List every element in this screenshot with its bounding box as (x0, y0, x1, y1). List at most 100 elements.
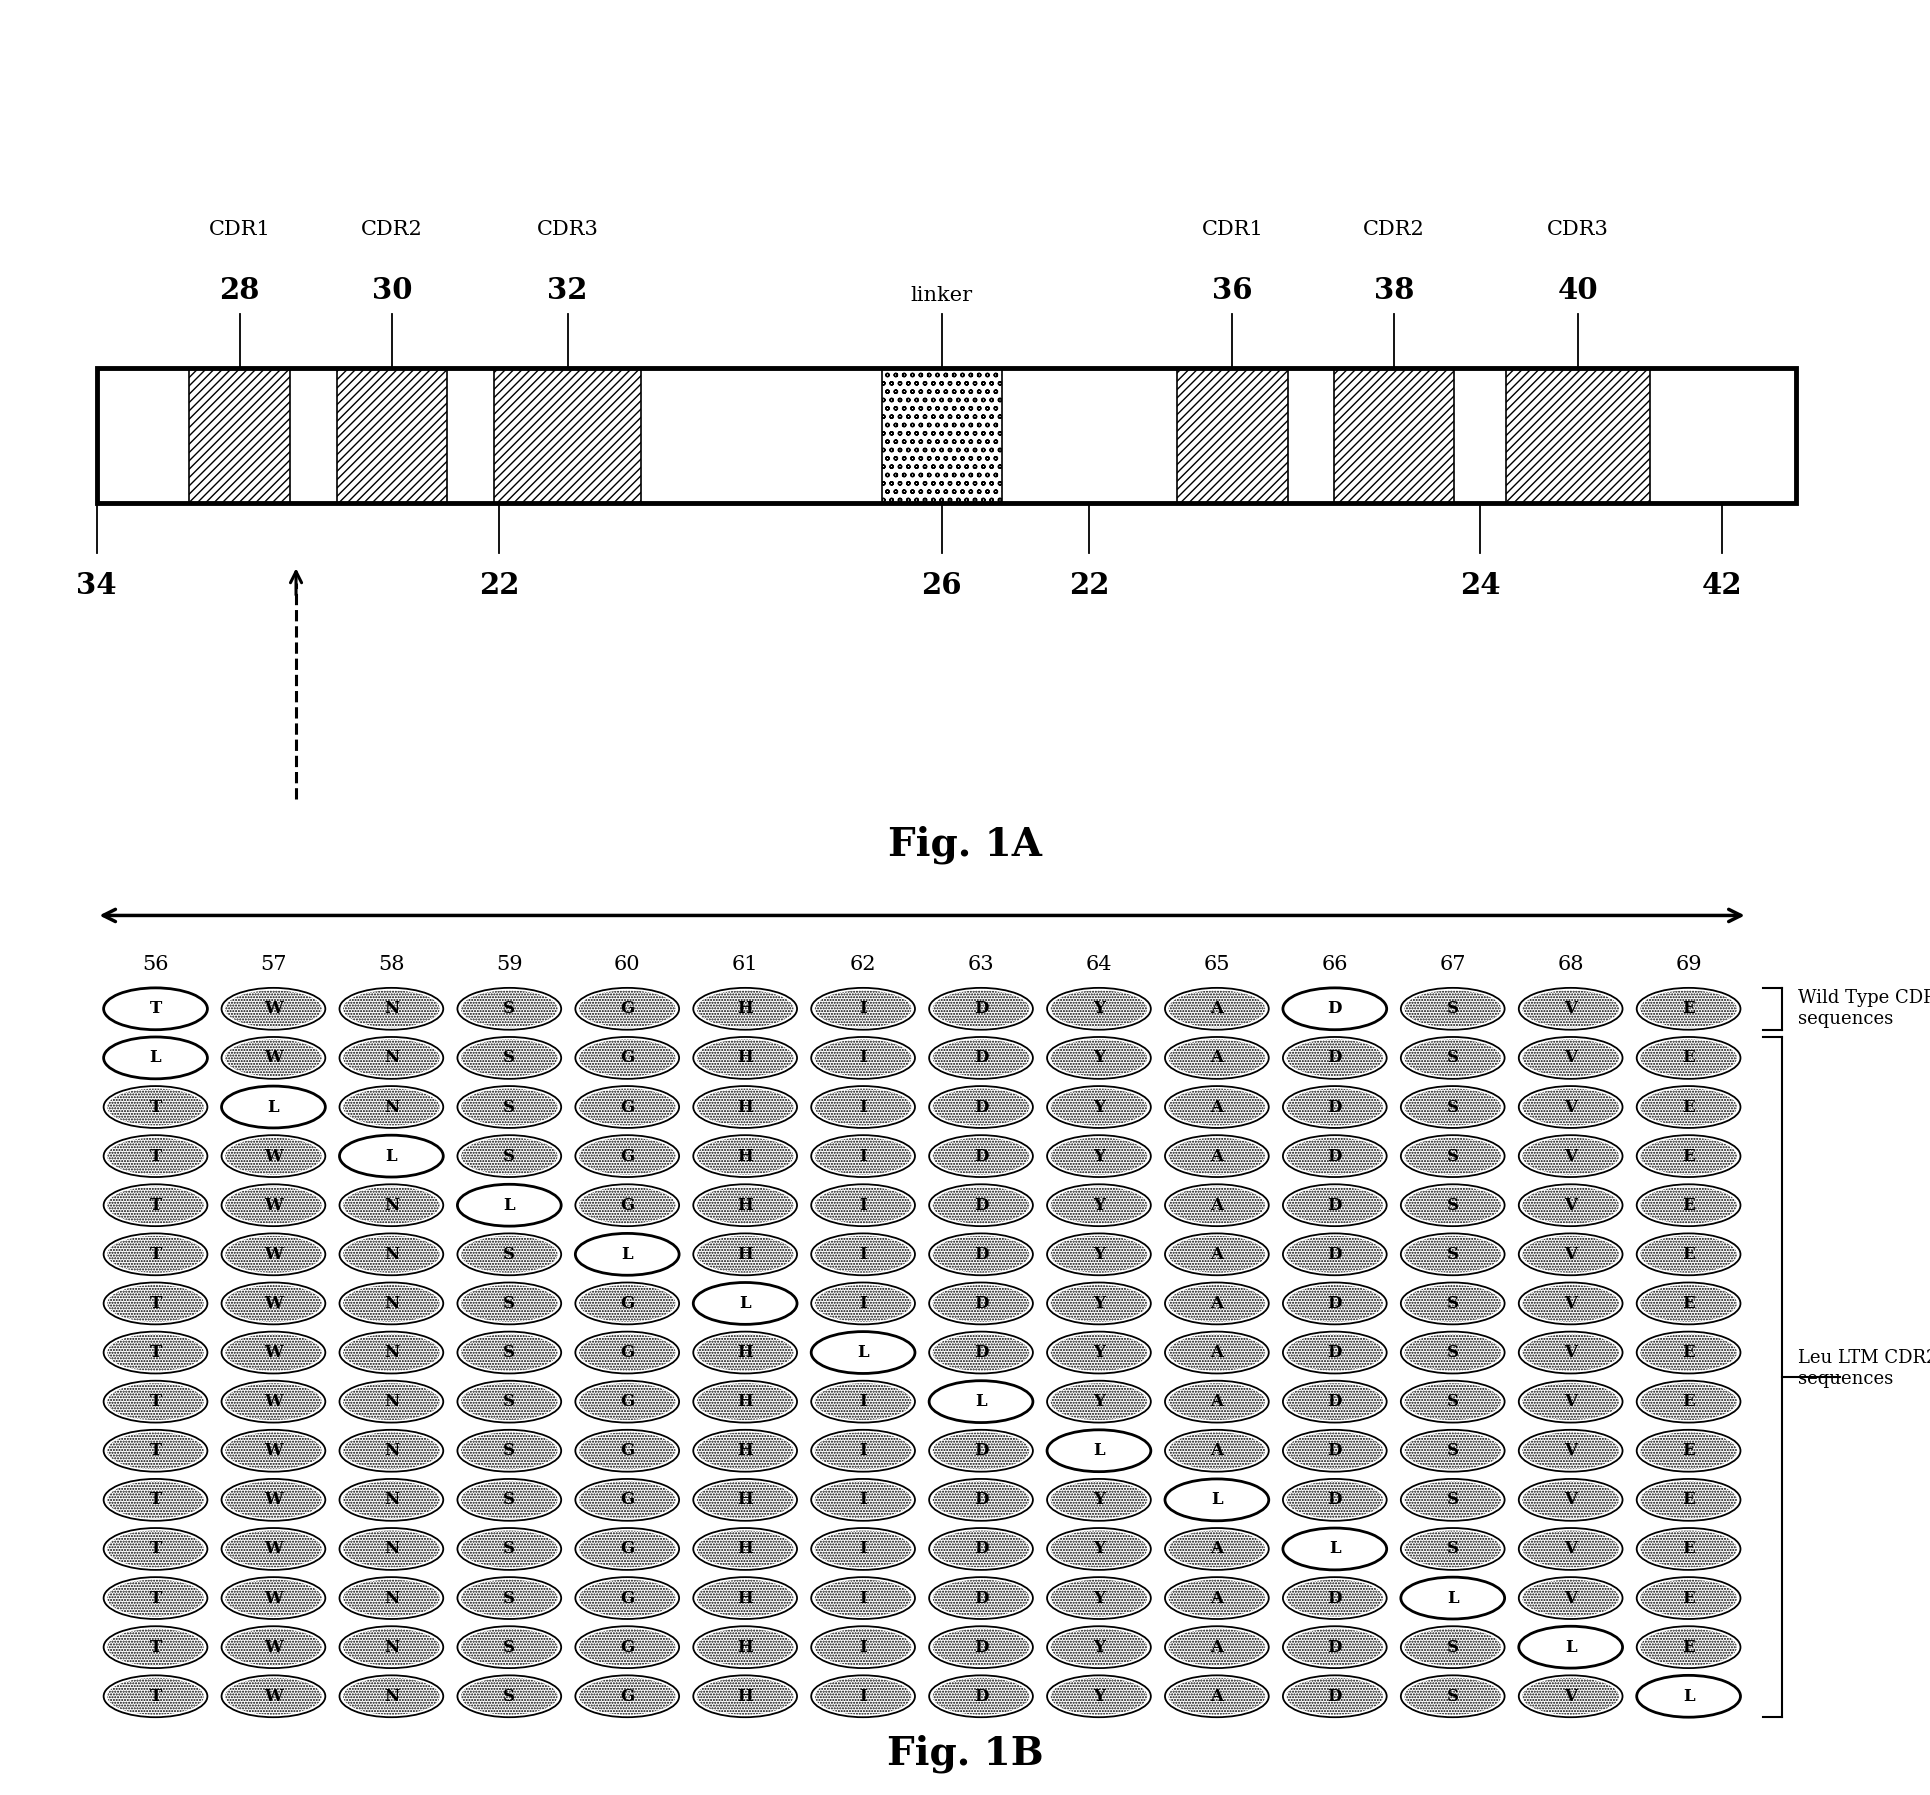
Text: H: H (737, 1590, 753, 1607)
Bar (96, 368, 1795, 503)
Text: A: A (1210, 1147, 1224, 1165)
Text: N: N (384, 1540, 400, 1558)
Bar (189, 368, 290, 503)
Text: L: L (386, 1147, 398, 1165)
Text: I: I (859, 1246, 867, 1264)
Ellipse shape (811, 1675, 915, 1718)
Text: G: G (620, 1294, 635, 1312)
Ellipse shape (222, 1675, 324, 1718)
Text: S: S (1446, 1540, 1457, 1558)
Text: H: H (737, 1540, 753, 1558)
Text: T: T (149, 1540, 162, 1558)
Ellipse shape (811, 1431, 915, 1472)
Ellipse shape (928, 1134, 1033, 1178)
Text: V: V (1563, 1147, 1577, 1165)
Text: 59: 59 (496, 955, 523, 975)
Ellipse shape (1399, 1134, 1503, 1178)
Ellipse shape (340, 987, 444, 1030)
Ellipse shape (1637, 1528, 1739, 1571)
Ellipse shape (1637, 1431, 1739, 1472)
Text: G: G (620, 1441, 635, 1459)
Bar (1505, 368, 1648, 503)
Ellipse shape (1519, 1578, 1621, 1619)
Text: W: W (264, 1393, 282, 1411)
Ellipse shape (1164, 1431, 1268, 1472)
Text: W: W (264, 1344, 282, 1361)
Text: S: S (504, 1393, 515, 1411)
Ellipse shape (1399, 1578, 1503, 1619)
Ellipse shape (457, 1626, 562, 1668)
Ellipse shape (1282, 1675, 1386, 1718)
Text: D: D (973, 1590, 988, 1607)
Text: 62: 62 (849, 955, 876, 975)
Text: H: H (737, 1441, 753, 1459)
Ellipse shape (1164, 1578, 1268, 1619)
Text: Leu LTM CDR2
sequences: Leu LTM CDR2 sequences (1797, 1348, 1930, 1388)
Text: T: T (149, 1294, 162, 1312)
Ellipse shape (1637, 1086, 1739, 1127)
Text: S: S (504, 1344, 515, 1361)
Text: H: H (737, 1099, 753, 1115)
Text: 61: 61 (731, 955, 758, 975)
Ellipse shape (811, 1626, 915, 1668)
Text: D: D (1326, 1197, 1341, 1213)
Ellipse shape (1046, 1185, 1150, 1226)
Ellipse shape (222, 1282, 324, 1325)
Text: D: D (1326, 1000, 1341, 1018)
Ellipse shape (457, 1233, 562, 1274)
Text: I: I (859, 1393, 867, 1411)
Text: L: L (1210, 1492, 1222, 1508)
Text: E: E (1681, 1197, 1695, 1213)
Text: I: I (859, 1639, 867, 1655)
Text: S: S (1446, 1687, 1457, 1705)
Ellipse shape (1519, 1233, 1621, 1274)
Text: I: I (859, 1147, 867, 1165)
Ellipse shape (1164, 1479, 1268, 1520)
Text: D: D (1326, 1441, 1341, 1459)
Text: 26: 26 (921, 571, 961, 600)
Text: L: L (1446, 1590, 1457, 1607)
Ellipse shape (1399, 987, 1503, 1030)
Ellipse shape (1282, 1282, 1386, 1325)
Ellipse shape (575, 1675, 679, 1718)
Text: E: E (1681, 1147, 1695, 1165)
Text: I: I (859, 1441, 867, 1459)
Text: S: S (1446, 1050, 1457, 1066)
Text: S: S (504, 1246, 515, 1264)
Ellipse shape (222, 1233, 324, 1274)
Ellipse shape (575, 1626, 679, 1668)
Ellipse shape (222, 1038, 324, 1079)
Text: H: H (737, 1050, 753, 1066)
Text: E: E (1681, 1000, 1695, 1018)
Text: D: D (973, 1441, 988, 1459)
Text: T: T (149, 1492, 162, 1508)
Ellipse shape (811, 1578, 915, 1619)
Ellipse shape (104, 1038, 207, 1079)
Ellipse shape (1637, 1479, 1739, 1520)
Ellipse shape (457, 1380, 562, 1423)
Text: 32: 32 (546, 276, 587, 305)
Ellipse shape (457, 1578, 562, 1619)
Ellipse shape (575, 987, 679, 1030)
Ellipse shape (457, 1431, 562, 1472)
Ellipse shape (1637, 987, 1739, 1030)
Text: A: A (1210, 1590, 1224, 1607)
Text: D: D (973, 1197, 988, 1213)
Ellipse shape (575, 1233, 679, 1274)
Text: Y: Y (1092, 1492, 1104, 1508)
Text: N: N (384, 1492, 400, 1508)
Text: CDR1: CDR1 (1200, 219, 1262, 239)
Ellipse shape (811, 1380, 915, 1423)
Text: S: S (1446, 1441, 1457, 1459)
Ellipse shape (693, 1282, 797, 1325)
Text: H: H (737, 1492, 753, 1508)
Bar (1177, 368, 1287, 503)
Text: G: G (620, 1147, 635, 1165)
Ellipse shape (1282, 1134, 1386, 1178)
Ellipse shape (811, 1185, 915, 1226)
Text: W: W (264, 1590, 282, 1607)
Text: D: D (1326, 1050, 1341, 1066)
Ellipse shape (693, 1185, 797, 1226)
Ellipse shape (1637, 1578, 1739, 1619)
Text: Y: Y (1092, 1590, 1104, 1607)
